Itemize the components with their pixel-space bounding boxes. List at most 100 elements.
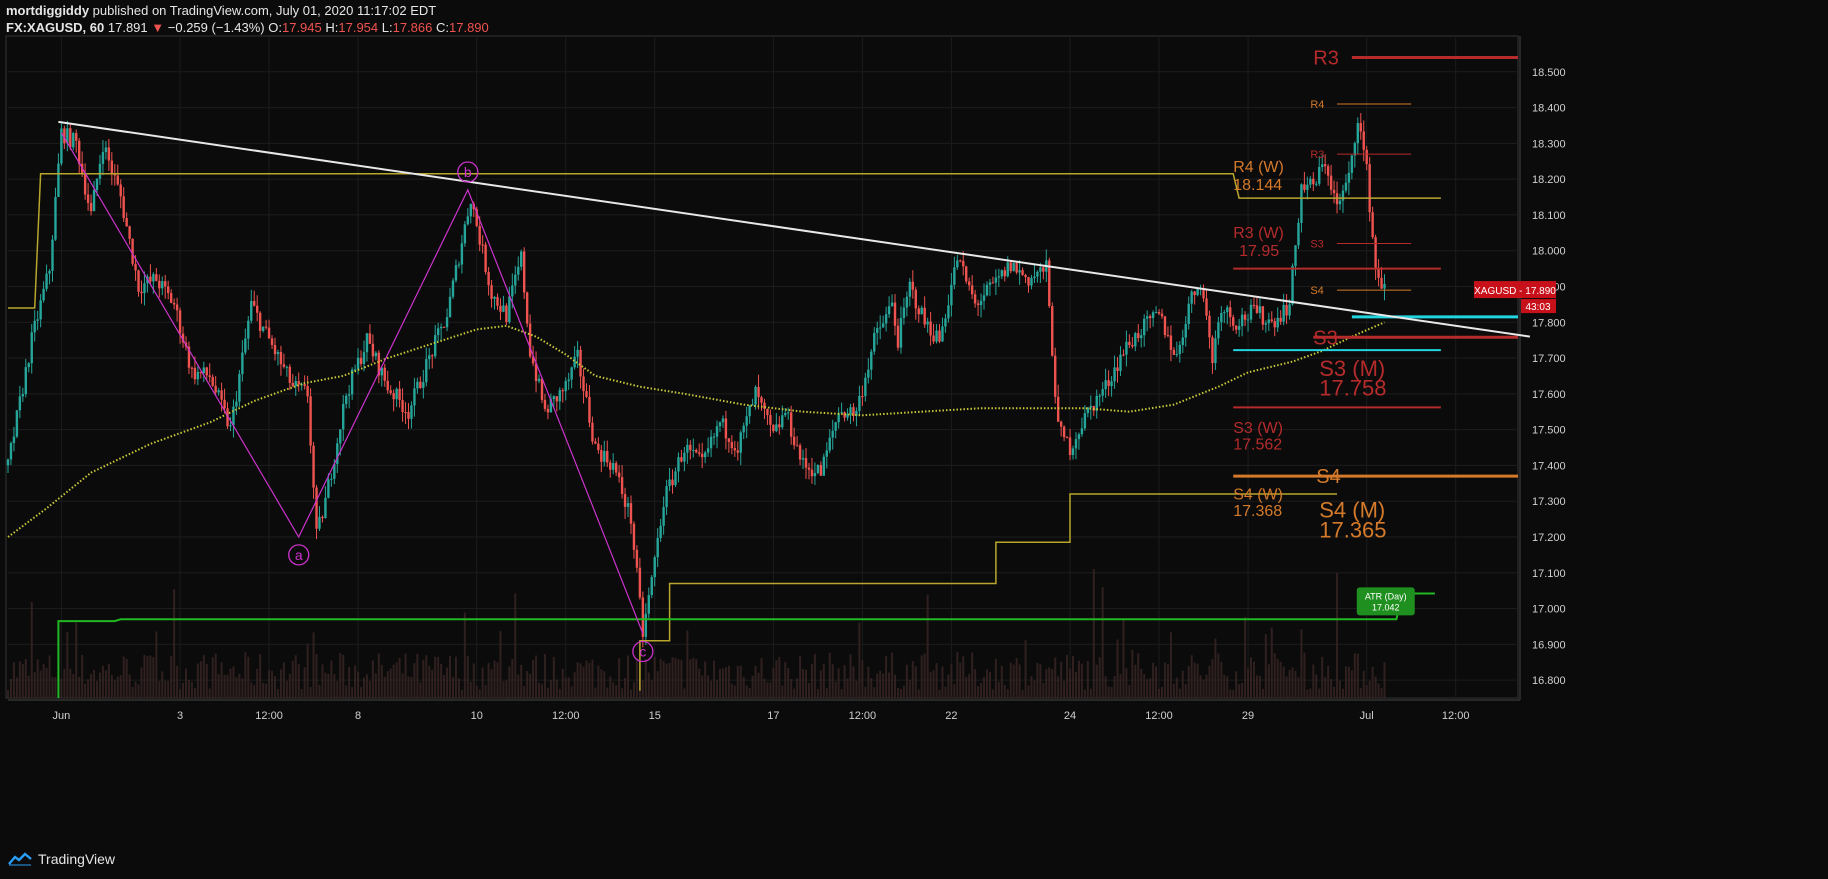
candle-body [884, 314, 888, 324]
last-price: 17.891 [107, 20, 148, 35]
candle-body [235, 401, 238, 407]
volume-bar [1054, 657, 1057, 698]
volume-bar [784, 662, 787, 698]
volume-bar [997, 681, 1000, 698]
volume-bar [1353, 653, 1356, 698]
candle-body [490, 285, 493, 299]
candle-body [371, 343, 375, 357]
candle-body [511, 285, 514, 297]
candle-body [309, 396, 312, 446]
volume-bar [1300, 629, 1303, 698]
candle-body [1163, 316, 1167, 336]
candle-body [463, 224, 467, 244]
volume-bar [508, 666, 511, 698]
price-tag-box [1474, 281, 1556, 299]
volume-bar [173, 589, 176, 698]
level-label: R3 [1310, 149, 1324, 161]
volume-bar [365, 674, 368, 698]
volume-bar [324, 672, 327, 698]
candle-body [781, 415, 784, 428]
volume-bar [1131, 649, 1134, 698]
candle-body [1125, 341, 1128, 355]
author-name[interactable]: mortdiggiddy [6, 3, 90, 18]
volume-bar [253, 684, 256, 698]
symbol-name[interactable]: FX:XAGUSD, 60 [6, 20, 105, 35]
candle-body [1270, 319, 1273, 322]
candle-body [632, 523, 636, 550]
candle-body [573, 356, 576, 368]
volume-bar [629, 689, 632, 698]
candle-body [1368, 164, 1371, 213]
candle-body [683, 452, 686, 462]
volume-bar [496, 662, 499, 698]
candle-body [104, 147, 108, 153]
volume-bar [1006, 689, 1009, 698]
candle-body [1347, 172, 1351, 183]
volume-bar [1356, 653, 1359, 698]
volume-bar [312, 632, 315, 698]
volume-bar [505, 680, 508, 698]
volume-bar [95, 681, 98, 698]
candle-body [1145, 316, 1149, 319]
candle-body [321, 516, 324, 519]
candle-body [214, 385, 217, 393]
candle-body [226, 408, 229, 427]
candle-body [1353, 143, 1357, 156]
volume-bar [781, 685, 784, 698]
candle-body [772, 424, 775, 432]
candle-body [517, 266, 520, 275]
candle-body [807, 467, 811, 470]
volume-bar [1312, 664, 1315, 698]
candle-body [21, 394, 25, 397]
candle-body [1077, 434, 1081, 440]
volume-bar [1282, 666, 1285, 698]
pivot-annotation: S3 (M) [1319, 356, 1385, 381]
volume-bar [318, 684, 321, 698]
volume-bar [211, 657, 214, 698]
candle-body [1383, 283, 1386, 289]
volume-bar [873, 687, 876, 698]
candle-body [810, 469, 814, 477]
candle-body [255, 305, 259, 313]
candle-body [445, 317, 449, 328]
volume-bar [772, 668, 775, 698]
candle-body [1300, 184, 1303, 223]
y-tick-label: 17.400 [1532, 460, 1566, 472]
candle-body [253, 301, 256, 306]
candle-body [905, 296, 909, 308]
sma-line [7, 321, 1385, 538]
candle-body [914, 289, 917, 309]
volume-bar [1362, 670, 1365, 698]
level-label: S3 [1313, 327, 1337, 349]
volume-bar [75, 622, 78, 698]
candle-body [238, 373, 241, 402]
volume-bar [727, 665, 730, 698]
candle-body [107, 147, 111, 161]
volume-bar [81, 654, 84, 698]
volume-bar [1009, 662, 1012, 698]
volume-bar [739, 665, 742, 698]
candle-body [668, 479, 671, 487]
candle-body [718, 422, 722, 427]
candle-body [1107, 380, 1110, 387]
candle-body [389, 390, 392, 394]
candle-body [24, 367, 27, 395]
candle-body [742, 425, 745, 433]
candle-body [576, 349, 579, 357]
volume-bar [888, 672, 891, 698]
candle-body [350, 369, 354, 395]
price-tag-label: XAGUSD - 17.890 [1474, 286, 1556, 297]
volume-bar [1119, 674, 1122, 698]
candle-body [1054, 355, 1057, 397]
volume-bar [1089, 688, 1092, 698]
x-tick-label: 12:00 [849, 710, 877, 722]
volume-bar [345, 685, 348, 698]
pivot-annotation: 17.365 [1319, 518, 1386, 543]
volume-bar [879, 670, 882, 698]
pivot-annotation: S4 (W) [1233, 486, 1283, 503]
tradingview-footer[interactable]: TradingView [8, 851, 115, 867]
candle-body [614, 463, 618, 473]
candle-body [1312, 178, 1315, 185]
volume-bar [555, 679, 558, 698]
